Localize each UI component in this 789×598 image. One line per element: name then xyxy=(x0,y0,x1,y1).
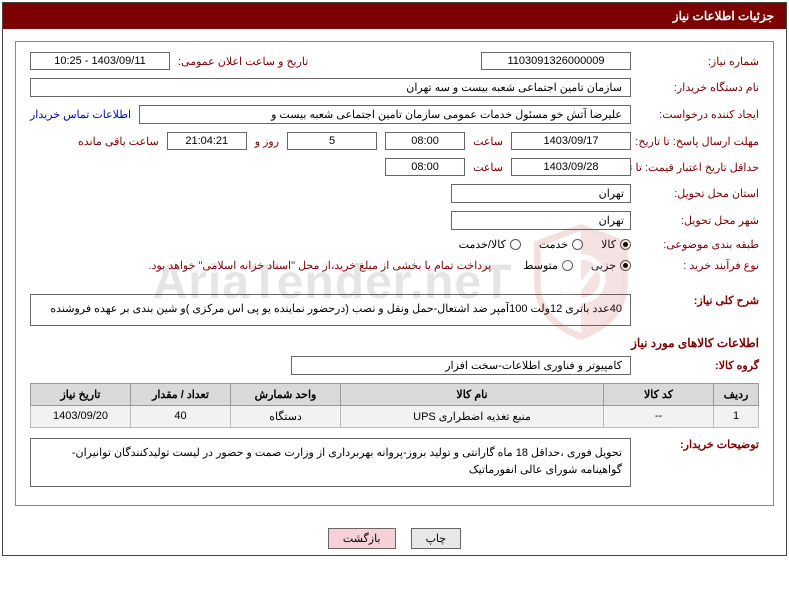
button-row: چاپ بازگشت xyxy=(3,518,786,555)
buyer-org-field: سازمان تامین اجتماعی شعبه بیست و سه تهرا… xyxy=(30,78,631,97)
td-qty: 40 xyxy=(131,405,231,427)
city-label: شهر محل تحویل: xyxy=(639,214,759,227)
th-row: ردیف xyxy=(714,383,759,405)
time-label-2: ساعت xyxy=(473,161,503,174)
buyer-org-label: نام دستگاه خریدار: xyxy=(639,81,759,94)
radio-both-label: کالا/خدمت xyxy=(459,238,506,251)
th-name: نام کالا xyxy=(341,383,604,405)
table-row: 1 -- منبع تغذیه اضطراری UPS دستگاه 40 14… xyxy=(31,405,759,427)
row-buyer-notes: توضیحات خریدار: تحویل فوری ،حداقل 18 ماه… xyxy=(30,438,759,487)
process-label: نوع فرآیند خرید : xyxy=(639,259,759,272)
goods-table: ردیف کد کالا نام کالا واحد شمارش تعداد /… xyxy=(30,383,759,428)
deadline-date-field: 1403/09/17 xyxy=(511,132,631,150)
details-panel: AriaTender.neT شماره نیاز: 1103091326000… xyxy=(15,41,774,506)
announce-label: تاریخ و ساعت اعلان عمومی: xyxy=(178,55,308,68)
th-qty: تعداد / مقدار xyxy=(131,383,231,405)
province-label: استان محل تحویل: xyxy=(639,187,759,200)
requester-label: ایجاد کننده درخواست: xyxy=(639,108,759,121)
days-label: روز و xyxy=(255,135,279,148)
summary-label: شرح کلی نیاز: xyxy=(639,294,759,307)
radio-dot-icon xyxy=(510,239,521,250)
deadline-time-field: 08:00 xyxy=(385,132,465,150)
td-name: منبع تغذیه اضطراری UPS xyxy=(341,405,604,427)
row-requester: ایجاد کننده درخواست: علیرضا آتش خو مسئول… xyxy=(30,105,759,124)
validity-time-field: 08:00 xyxy=(385,158,465,176)
radio-small-label: جزیی xyxy=(591,259,616,272)
need-no-label: شماره نیاز: xyxy=(639,55,759,68)
row-group: گروه کالا: کامپیوتر و فناوری اطلاعات-سخت… xyxy=(30,356,759,375)
radio-medium-label: متوسط xyxy=(523,259,558,272)
days-field: 5 xyxy=(287,132,377,150)
radio-dot-icon xyxy=(572,239,583,250)
td-unit: دستگاه xyxy=(231,405,341,427)
countdown-field: 21:04:21 xyxy=(167,132,247,150)
row-city: شهر محل تحویل: تهران xyxy=(30,211,759,230)
summary-box: 40عدد باتری 12ولت 100آمپر ضد اشتعال-حمل … xyxy=(30,294,631,326)
radio-service[interactable]: خدمت xyxy=(539,238,583,251)
buyer-contact-link[interactable]: اطلاعات تماس خریدار xyxy=(30,108,131,121)
goods-info-title: اطلاعات کالاهای مورد نیاز xyxy=(30,336,759,350)
back-button[interactable]: بازگشت xyxy=(328,528,396,549)
announce-field: 1403/09/11 - 10:25 xyxy=(30,52,170,70)
buyer-notes-box: تحویل فوری ،حداقل 18 ماه گارانتی و تولید… xyxy=(30,438,631,487)
td-date: 1403/09/20 xyxy=(31,405,131,427)
radio-dot-icon xyxy=(562,260,573,271)
radio-service-label: خدمت xyxy=(539,238,568,251)
payment-note: پرداخت تمام یا بخشی از مبلغ خرید،از محل … xyxy=(149,259,492,272)
category-radio-group: کالا خدمت کالا/خدمت xyxy=(459,238,631,251)
print-button[interactable]: چاپ xyxy=(411,528,462,549)
time-label-1: ساعت xyxy=(473,135,503,148)
radio-goods[interactable]: کالا xyxy=(601,238,631,251)
radio-goods-label: کالا xyxy=(601,238,616,251)
need-no-field: 1103091326000009 xyxy=(481,52,631,70)
deadline-label: مهلت ارسال پاسخ: تا تاریخ: xyxy=(639,135,759,148)
group-label: گروه کالا: xyxy=(639,359,759,372)
validity-date-field: 1403/09/28 xyxy=(511,158,631,176)
radio-medium[interactable]: متوسط xyxy=(523,259,573,272)
outer-frame: جزئیات اطلاعات نیاز AriaTender.neT شماره… xyxy=(2,2,787,556)
row-buyer-org: نام دستگاه خریدار: سازمان تامین اجتماعی … xyxy=(30,78,759,97)
radio-both[interactable]: کالا/خدمت xyxy=(459,238,521,251)
province-field: تهران xyxy=(451,184,631,203)
table-header-row: ردیف کد کالا نام کالا واحد شمارش تعداد /… xyxy=(31,383,759,405)
validity-label: حداقل تاریخ اعتبار قیمت: تا تاریخ: xyxy=(639,161,759,174)
th-unit: واحد شمارش xyxy=(231,383,341,405)
city-field: تهران xyxy=(451,211,631,230)
category-label: طبقه بندی موضوعی: xyxy=(639,238,759,251)
row-category: طبقه بندی موضوعی: کالا خدمت کالا/خدمت xyxy=(30,238,759,251)
radio-dot-icon xyxy=(620,260,631,271)
header-title: جزئیات اطلاعات نیاز xyxy=(673,9,774,23)
td-row: 1 xyxy=(714,405,759,427)
spacer xyxy=(30,280,759,294)
th-code: کد کالا xyxy=(604,383,714,405)
row-validity: حداقل تاریخ اعتبار قیمت: تا تاریخ: 1403/… xyxy=(30,158,759,176)
row-province: استان محل تحویل: تهران xyxy=(30,184,759,203)
remaining-label: ساعت باقی مانده xyxy=(78,135,159,148)
row-deadline: مهلت ارسال پاسخ: تا تاریخ: 1403/09/17 سا… xyxy=(30,132,759,150)
row-need-number: شماره نیاز: 1103091326000009 تاریخ و ساع… xyxy=(30,52,759,70)
group-field: کامپیوتر و فناوری اطلاعات-سخت افزار xyxy=(291,356,631,375)
row-process: نوع فرآیند خرید : جزیی متوسط پرداخت تمام… xyxy=(30,259,759,272)
buyer-notes-label: توضیحات خریدار: xyxy=(639,438,759,451)
process-radio-group: جزیی متوسط xyxy=(523,259,631,272)
radio-dot-icon xyxy=(620,239,631,250)
panel-header: جزئیات اطلاعات نیاز xyxy=(3,3,786,29)
td-code: -- xyxy=(604,405,714,427)
radio-small[interactable]: جزیی xyxy=(591,259,631,272)
requester-field: علیرضا آتش خو مسئول خدمات عمومی سازمان ت… xyxy=(139,105,631,124)
row-summary: شرح کلی نیاز: 40عدد باتری 12ولت 100آمپر … xyxy=(30,294,759,326)
th-date: تاریخ نیاز xyxy=(31,383,131,405)
